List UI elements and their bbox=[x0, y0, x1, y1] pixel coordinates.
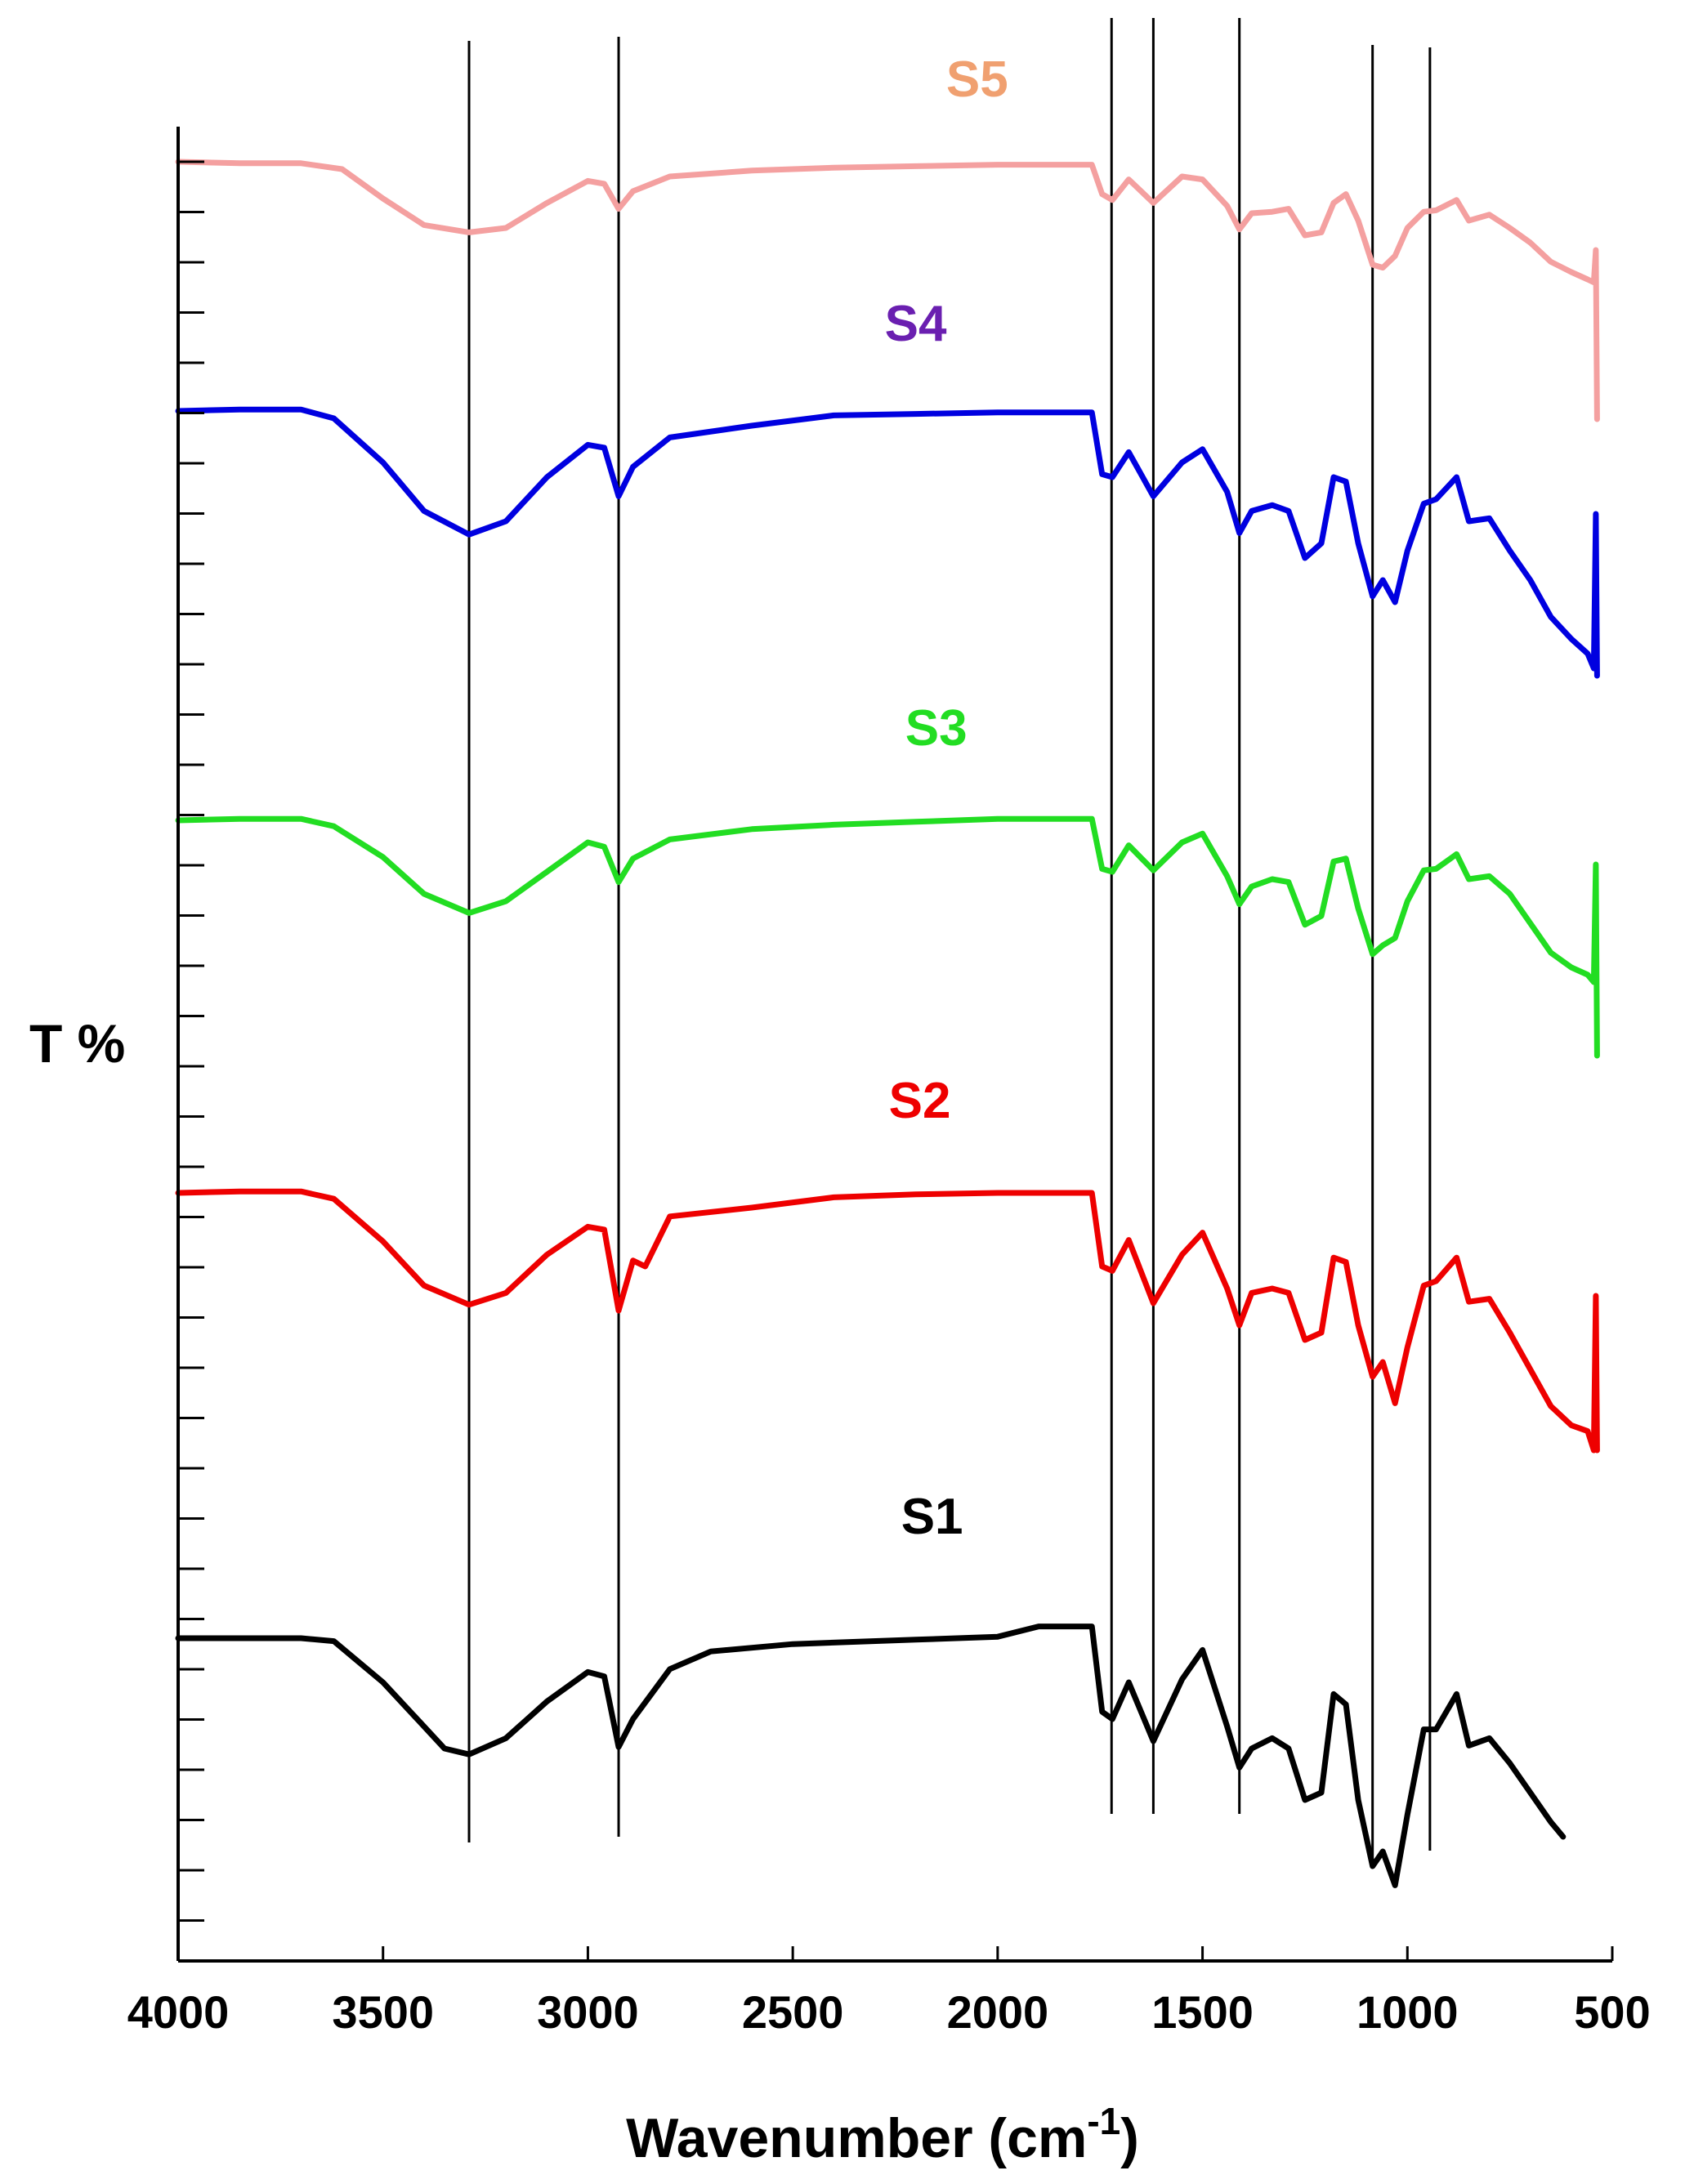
series-label-s4: S4 bbox=[885, 296, 947, 352]
x-tick-label: 3000 bbox=[537, 1986, 639, 2038]
x-axis-label-superscript: -1 bbox=[1087, 2100, 1120, 2142]
x-tick-label: 2000 bbox=[947, 1986, 1049, 2038]
x-tick-label: 1000 bbox=[1356, 1986, 1459, 2038]
x-tick-label: 1500 bbox=[1151, 1986, 1254, 2038]
series-line-s3 bbox=[175, 815, 1600, 1059]
x-axis-label-close: ) bbox=[1120, 2107, 1139, 2169]
x-tick-label: 2500 bbox=[742, 1986, 844, 2038]
y-ticks bbox=[178, 160, 204, 1922]
x-axis-label: Wavenumber (cm-1) bbox=[626, 2100, 1139, 2169]
x-axis-label-main: Wavenumber (cm bbox=[626, 2107, 1087, 2169]
x-tick-label: 3500 bbox=[332, 1986, 434, 2038]
x-tick-label: 500 bbox=[1574, 1986, 1650, 2038]
axes bbox=[177, 127, 1612, 1963]
series-line-s1 bbox=[175, 1623, 1567, 1888]
spectra-series bbox=[175, 159, 1600, 1888]
reference-lines bbox=[467, 18, 1432, 1867]
series-label-s2: S2 bbox=[889, 1073, 951, 1129]
series-label-s5: S5 bbox=[946, 51, 1008, 108]
y-axis-label: T % bbox=[29, 1013, 125, 1074]
series-label-s1: S1 bbox=[901, 1489, 963, 1545]
series-label-s3: S3 bbox=[905, 700, 968, 757]
series-line-s5 bbox=[175, 159, 1600, 422]
x-ticks: 4000 3500 3000 2500 2000 1500 1000 500 bbox=[127, 1946, 1651, 2038]
series-line-s4 bbox=[175, 406, 1600, 679]
series-labels: S5 S4 S3 S2 S1 bbox=[885, 51, 1008, 1545]
x-tick-label: 4000 bbox=[127, 1986, 230, 2038]
series-line-s2 bbox=[175, 1188, 1600, 1454]
